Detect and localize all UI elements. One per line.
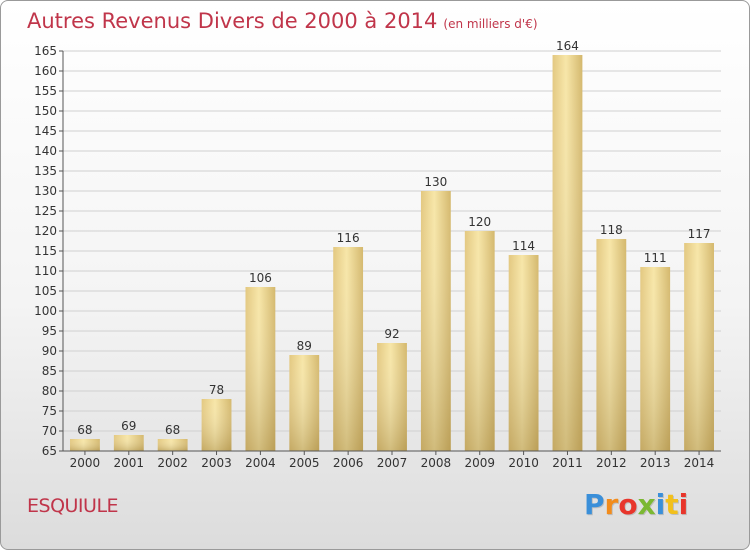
logo-letter: i (678, 488, 689, 521)
logo-letter: i (655, 488, 666, 521)
logo-letter: x (637, 488, 656, 521)
y-tick-label: 80 (42, 384, 57, 398)
bar-shade (333, 247, 364, 451)
y-tick-label: 85 (42, 364, 57, 378)
axes (62, 51, 721, 452)
y-tick-label: 105 (34, 284, 57, 298)
bar-shade (552, 55, 583, 451)
x-tick-label: 2006 (333, 456, 364, 470)
y-tick-label: 150 (34, 104, 57, 118)
x-tick-label: 2007 (377, 456, 408, 470)
y-tick-label: 130 (34, 184, 57, 198)
y-tick-label: 135 (34, 164, 57, 178)
x-tick-label: 2012 (596, 456, 627, 470)
commune-name: ESQUIULE (27, 495, 119, 517)
x-tick-label: 2000 (70, 456, 101, 470)
y-tick-label: 115 (34, 244, 57, 258)
x-tick-label: 2002 (157, 456, 188, 470)
y-axis-ticks: 65 70 75 80 85 90 95 100 105 110 115 120 125 130 135 14… (34, 44, 63, 458)
bar-shade (508, 255, 539, 451)
y-tick-label: 120 (34, 224, 57, 238)
logo-letter: P (584, 488, 605, 521)
data-label: 69 (121, 419, 136, 433)
x-tick-label: 2001 (114, 456, 145, 470)
data-label: 78 (209, 383, 224, 397)
x-axis-ticks: 2000 2001 2002 2003 2004 2005 2006 2007 2008 2009… (70, 451, 715, 470)
data-label: 89 (297, 339, 312, 353)
proxiti-logo[interactable]: Proxiti (584, 488, 688, 521)
y-tick-label: 165 (34, 44, 57, 58)
bar-shade (113, 435, 144, 451)
chart-title: Autres Revenus Divers de 2000 à 2014 (en … (27, 9, 538, 33)
x-tick-label: 2013 (640, 456, 671, 470)
y-tick-label: 90 (42, 344, 57, 358)
bar-shade (377, 343, 407, 451)
data-label: 68 (77, 423, 92, 437)
bar-shade (464, 231, 495, 451)
bar-shade (289, 355, 320, 451)
data-label: 164 (556, 39, 579, 53)
x-tick-label: 2011 (552, 456, 583, 470)
logo-letter: r (604, 488, 619, 521)
x-tick-label: 2014 (684, 456, 715, 470)
data-label: 116 (337, 231, 360, 245)
y-tick-label: 155 (34, 84, 57, 98)
y-tick-label: 75 (42, 404, 57, 418)
y-tick-label: 65 (42, 444, 57, 458)
data-label: 106 (249, 271, 272, 285)
bars (70, 55, 714, 451)
y-tick-label: 95 (42, 324, 57, 338)
x-tick-label: 2010 (508, 456, 539, 470)
bar-shade (596, 239, 627, 451)
x-tick-label: 2003 (201, 456, 232, 470)
bar-shade (201, 399, 232, 451)
data-label: 114 (512, 239, 535, 253)
bar-shade (70, 439, 100, 451)
data-label: 118 (600, 223, 623, 237)
title-text: Autres Revenus Divers de 2000 à 2014 (27, 9, 438, 33)
bar-shade (684, 243, 714, 451)
bar-shade (245, 287, 276, 451)
data-label: 111 (644, 251, 667, 265)
data-label: 120 (468, 215, 491, 229)
y-tick-label: 140 (34, 144, 57, 158)
data-label: 130 (424, 175, 447, 189)
x-tick-label: 2009 (464, 456, 495, 470)
y-tick-label: 100 (34, 304, 57, 318)
x-tick-label: 2005 (289, 456, 320, 470)
data-label: 117 (688, 227, 711, 241)
logo-letter: o (618, 488, 638, 521)
logo-letter: t (665, 488, 679, 521)
x-tick-label: 2004 (245, 456, 276, 470)
x-tick-label: 2008 (421, 456, 452, 470)
y-tick-label: 125 (34, 204, 57, 218)
y-tick-label: 70 (42, 424, 57, 438)
y-tick-label: 160 (34, 64, 57, 78)
data-label: 92 (384, 327, 399, 341)
bar-shade (157, 439, 188, 451)
y-tick-label: 110 (34, 264, 57, 278)
bar-shade (640, 267, 671, 451)
data-labels: 68 69 68 78 106 89 116 92 130 120 114 164 118 111 117 (77, 39, 710, 437)
chart-subtitle: (en milliers d'€) (443, 17, 538, 31)
bar-shade (420, 191, 451, 451)
y-tick-label: 145 (34, 124, 57, 138)
data-label: 68 (165, 423, 180, 437)
